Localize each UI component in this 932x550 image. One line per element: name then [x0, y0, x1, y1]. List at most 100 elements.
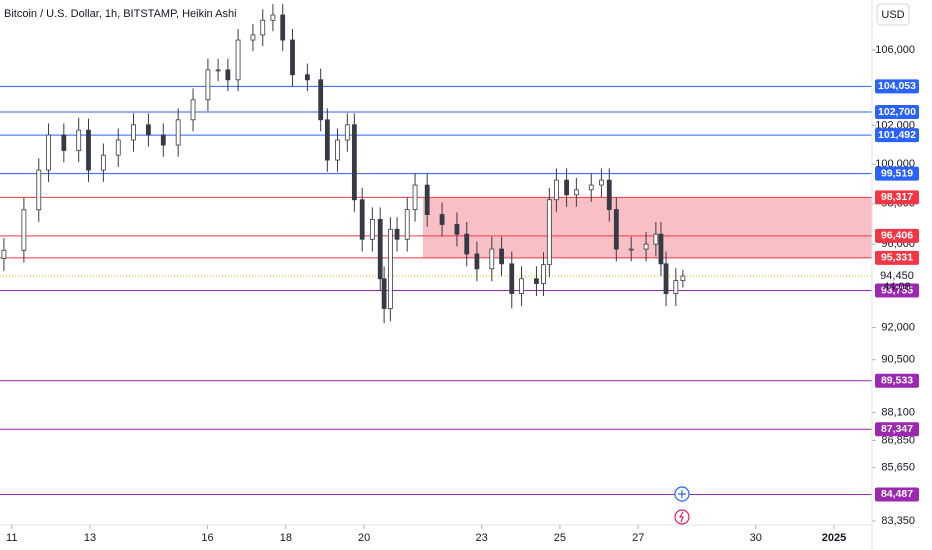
- candle-body: [404, 209, 410, 240]
- candle-body: [76, 129, 82, 151]
- candle-body: [643, 243, 649, 250]
- candle-body: [115, 139, 121, 156]
- candle-body: [100, 154, 106, 171]
- level-label: 95,331: [881, 252, 913, 264]
- level-label: 84,487: [881, 488, 913, 500]
- currency-button[interactable]: [876, 3, 910, 26]
- candle-body: [628, 248, 634, 251]
- candle-body: [554, 179, 559, 201]
- x-tick-label: 27: [632, 532, 644, 544]
- candle-body: [663, 263, 669, 294]
- candle-body: [613, 209, 619, 250]
- x-tick-label: 11: [6, 532, 17, 544]
- candle-body: [304, 74, 310, 81]
- candle-body: [412, 184, 418, 210]
- candle-body: [344, 124, 350, 141]
- candle-body: [387, 228, 393, 309]
- candle-body: [46, 134, 51, 171]
- candle-body: [546, 199, 552, 266]
- level-label: 98,317: [881, 191, 913, 203]
- candle-body: [270, 14, 276, 21]
- event-icon[interactable]: [674, 509, 690, 525]
- candles-layer: [1, 4, 686, 324]
- candle-body: [573, 189, 579, 196]
- candle-body: [61, 134, 67, 151]
- levels-layer: [0, 85, 872, 495]
- candle-body: [250, 34, 256, 41]
- level-label: 99,519: [881, 167, 913, 179]
- candle-body: [21, 209, 27, 251]
- candle-body: [190, 99, 196, 121]
- last-price-label: 94,450: [880, 270, 914, 282]
- level-badge: [875, 128, 919, 143]
- candle-body: [324, 119, 330, 161]
- candle-body: [499, 248, 504, 265]
- level-label: 89,533: [881, 375, 913, 387]
- x-tick-label: 25: [554, 532, 566, 544]
- level-badge: [875, 250, 919, 265]
- level-badge: [875, 166, 919, 181]
- candle-body: [653, 233, 659, 245]
- candle-body: [464, 233, 470, 255]
- candle-body: [519, 278, 524, 294]
- y-tick-label: 90,500: [881, 354, 915, 366]
- candle-body: [235, 39, 241, 81]
- candle-body: [369, 219, 375, 240]
- labels-layer: 104,053 102,700 101,492 99,519 98,317 96,406 9…: [875, 79, 919, 502]
- candle-body: [673, 280, 679, 294]
- candle-body: [599, 179, 604, 186]
- level-badge: [875, 373, 919, 388]
- candle-body: [260, 19, 266, 36]
- candle-body: [381, 278, 387, 309]
- x-tick-label: 20: [358, 532, 370, 544]
- candle-body: [146, 124, 151, 136]
- y-tick-label: 83,350: [881, 515, 915, 527]
- candle-body: [280, 14, 286, 41]
- level-label: 102,700: [878, 106, 916, 118]
- level-label: 96,406: [881, 230, 913, 242]
- candle-body: [160, 134, 166, 146]
- candle-body: [541, 264, 546, 284]
- candle-body: [205, 69, 211, 101]
- currency-label: USD: [881, 9, 904, 21]
- level-label: 104,053: [878, 80, 916, 92]
- candle-body: [215, 69, 221, 72]
- candle-body: [489, 248, 495, 270]
- candle-body: [658, 233, 664, 265]
- x-tick-label: 13: [84, 532, 96, 544]
- chart-title: Bitcoin / U.S. Dollar, 1h, BITSTAMP, Hei…: [4, 8, 237, 20]
- candle-body: [36, 169, 42, 211]
- level-badge: [875, 79, 919, 94]
- candle-body: [534, 278, 539, 284]
- level-badge: [875, 422, 919, 437]
- candle-body: [225, 69, 231, 81]
- candle-body: [351, 124, 357, 201]
- candle-body: [474, 253, 480, 270]
- candle-body: [394, 228, 400, 240]
- candle-body: [680, 275, 686, 282]
- level-badge: [875, 283, 919, 298]
- add-alert-icon[interactable]: [674, 486, 690, 502]
- level-label: 87,347: [881, 423, 913, 435]
- candle-body: [509, 263, 515, 294]
- candle-body: [606, 179, 612, 210]
- candle-body: [439, 214, 445, 225]
- x-tick-label: 2025: [822, 532, 846, 544]
- candle-body: [131, 124, 136, 141]
- countdown-label: 44:08: [883, 281, 911, 293]
- x-tick-label: 23: [475, 532, 487, 544]
- candle-body: [290, 39, 295, 76]
- candle-body: [175, 119, 181, 146]
- candle-body: [588, 184, 594, 191]
- level-label: 101,492: [878, 129, 916, 141]
- x-tick-label: 30: [750, 532, 762, 544]
- level-label: 93,755: [881, 284, 913, 296]
- level-badge: [875, 228, 919, 243]
- x-tick-label: 18: [280, 532, 292, 544]
- y-tick-label: 86,850: [881, 434, 915, 446]
- candle-body: [564, 179, 569, 196]
- candle-body: [318, 79, 324, 121]
